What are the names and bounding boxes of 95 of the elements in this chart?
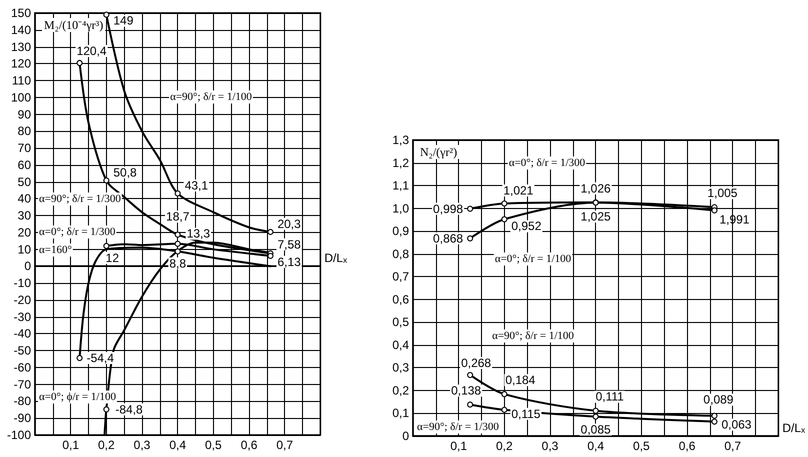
data-label: 0,138 [451, 384, 482, 398]
x-tick-label: 0,6 [240, 438, 258, 452]
annotation: α=0°; δ/r = 1/100 [494, 253, 572, 265]
data-label: 1,021 [503, 184, 534, 198]
y-tick-label: 1,3 [392, 133, 410, 147]
x-tick-label: 0,6 [678, 439, 696, 453]
data-label: 0,085 [580, 422, 612, 437]
annotation: α=90°; δ/r = 1/100 [492, 330, 574, 342]
x-tick-label: 0,4 [169, 438, 186, 452]
data-label: 0,868 [433, 231, 464, 246]
x-tick-label: 0,4 [587, 439, 604, 453]
annotation: α=90°; δ/r = 1/300 [417, 421, 500, 433]
y-tick-label: 110 [12, 74, 32, 88]
data-label: 20,3 [277, 216, 302, 231]
data-label: 0,063 [721, 418, 752, 432]
y-tick-label: 40 [18, 192, 32, 206]
y-tick-label: 0 [402, 429, 410, 443]
y-tick-label: -70 [14, 377, 32, 392]
data-label: 1,005 [707, 186, 738, 200]
data-label: 12 [106, 250, 120, 265]
annotation: α=90°; δ/r = 1/100 [170, 91, 252, 103]
y-tick-label: -20 [14, 292, 32, 307]
data-label: 0,268 [461, 356, 492, 370]
data-label: 0,184 [505, 373, 536, 388]
y-tick-label: 80 [18, 124, 32, 138]
y-tick-label: 0,5 [392, 315, 410, 330]
data-label: -54,4 [86, 351, 114, 366]
x-tick-label: 0,1 [62, 438, 80, 452]
x-tick-label: 0,7 [724, 439, 742, 453]
y-tick-label: 120 [10, 56, 32, 71]
annotation: α=90°; δ/r = 1/300 [39, 193, 122, 205]
y-tick-label: -50 [14, 344, 32, 358]
y-tick-label: 0,6 [392, 292, 410, 306]
y-tick-label: 60 [18, 158, 32, 172]
y-tick-label: -100 [6, 428, 32, 442]
y-tick-label: -10 [14, 276, 32, 290]
data-label: 149 [113, 14, 134, 28]
x-tick-label: 0,2 [98, 438, 116, 452]
data-label: 120,4 [76, 44, 107, 58]
data-label: -84,8 [115, 402, 144, 416]
x-tick-label: 0,5 [633, 439, 650, 453]
x-tick-label: 0,3 [542, 439, 559, 453]
annotation: α=0°; δ/r = 1/300 [508, 157, 586, 169]
y-tick-label: 0,4 [392, 338, 410, 352]
y-tick-label: 0 [24, 259, 32, 274]
y-tick-label: 10 [18, 242, 32, 256]
y-tick-label: 0,3 [392, 360, 410, 375]
y-tick-label: 130 [10, 40, 32, 54]
y-tick-label: 0,7 [392, 270, 410, 284]
x-tick-label: 0,1 [450, 439, 468, 453]
x-axis-title: D/Lₓ [324, 251, 348, 266]
x-tick-label: 0,2 [496, 439, 514, 453]
data-label: 18,7 [166, 210, 190, 224]
y-axis-title: N₂/(γr²) [420, 145, 458, 159]
x-axis-title: D/Lₓ [782, 421, 806, 435]
y-tick-label: 140 [10, 22, 32, 37]
data-label: 0,952 [511, 219, 542, 234]
y-tick-label: -40 [14, 326, 32, 341]
y-tick-label: 0,8 [392, 246, 410, 261]
data-label: 6,13 [277, 254, 302, 269]
y-tick-label: 150 [10, 6, 32, 20]
y-tick-label: -80 [14, 394, 32, 408]
y-tick-label: 20 [18, 225, 32, 240]
x-tick-label: 0,3 [134, 438, 151, 452]
data-label: 0,998 [433, 202, 464, 216]
data-label: 50,8 [113, 165, 138, 180]
x-tick-label: 0,5 [205, 438, 222, 452]
y-tick-label: 0,2 [392, 383, 410, 398]
data-label: 8,8 [169, 256, 186, 270]
y-tick-label: -60 [14, 360, 32, 374]
y-tick-label: 50 [18, 174, 32, 189]
data-label: 1,026 [580, 181, 612, 196]
y-tick-label: 0,1 [392, 406, 410, 420]
data-label: 13,3 [186, 226, 210, 241]
y-axis-title: M₂/(10⁻⁴γr³) [44, 18, 104, 32]
data-label: 0,089 [703, 392, 734, 407]
y-tick-label: -30 [14, 310, 32, 324]
y-tick-label: 70 [18, 141, 32, 156]
y-tick-label: 1,1 [392, 178, 410, 193]
annotation: α=0°; ϕ/r = 1/100 [39, 391, 116, 403]
x-tick-label: 0,7 [276, 438, 294, 452]
y-tick-label: 1,0 [392, 201, 410, 216]
data-label: 7,58 [277, 237, 302, 252]
data-label: 43,1 [184, 178, 208, 192]
annotation: α=160° [39, 244, 72, 256]
y-tick-label: -90 [14, 411, 32, 426]
annotation: α=0°; δ/r = 1/300 [39, 226, 116, 238]
data-label: 1,025 [580, 210, 612, 224]
y-tick-label: 30 [18, 208, 32, 223]
y-tick-label: 90 [18, 107, 32, 122]
y-tick-label: 0,9 [392, 224, 410, 238]
data-label: 0,111 [596, 390, 624, 404]
y-tick-label: 100 [10, 90, 32, 104]
data-label: 0,115 [511, 406, 541, 421]
y-tick-label: 1,2 [392, 156, 410, 170]
